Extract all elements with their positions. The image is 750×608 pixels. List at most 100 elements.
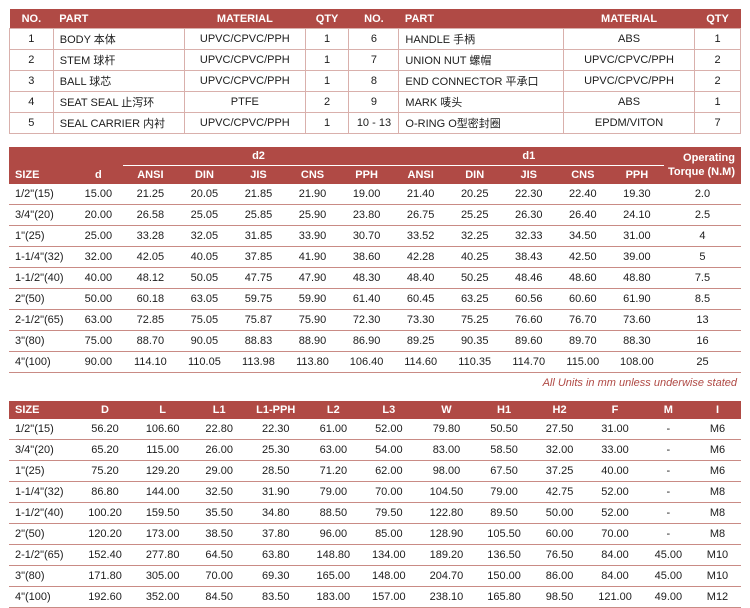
cell: 108.00 bbox=[609, 351, 664, 373]
cell: 204.70 bbox=[416, 565, 477, 587]
cell: 50.00 bbox=[531, 502, 588, 524]
column-header: CNS bbox=[555, 165, 610, 184]
cell: 88.70 bbox=[123, 330, 178, 352]
column-header: DIN bbox=[447, 165, 502, 184]
cell: 48.60 bbox=[555, 267, 610, 289]
spec-row: 1-1/2"(40) 100.20 159.50 35.50 34.80 88.50 79.… bbox=[9, 502, 741, 524]
cell: 52.00 bbox=[361, 419, 417, 440]
cell: 71.20 bbox=[305, 460, 362, 482]
cell: 192.60 bbox=[77, 586, 133, 608]
spec-row: 1-1/4"(32) 86.80 144.00 32.50 31.90 79.00 70.0… bbox=[9, 481, 741, 503]
cell: 25.05 bbox=[177, 204, 232, 226]
cell: 31.00 bbox=[609, 225, 664, 247]
cell: 4 bbox=[9, 91, 54, 113]
cell: 73.60 bbox=[609, 309, 664, 331]
column-header: PPH bbox=[339, 165, 394, 184]
cell: MARK 唛头 bbox=[398, 91, 564, 113]
cell: 19.30 bbox=[609, 184, 664, 205]
cell: 88.50 bbox=[305, 502, 362, 524]
cell: 61.00 bbox=[305, 419, 362, 440]
cell: 1 bbox=[694, 91, 741, 113]
cell: 2 bbox=[304, 91, 350, 113]
cell: 21.85 bbox=[231, 184, 286, 205]
cell: STEM 球杆 bbox=[52, 49, 185, 71]
cell: 34.50 bbox=[555, 225, 610, 247]
cell: 32.00 bbox=[73, 246, 124, 268]
dimension-row: 4"(100) 90.00 114.10 110.05 113.98 113.80 106.… bbox=[9, 351, 741, 373]
cell: 84.00 bbox=[587, 544, 643, 566]
cell: M6 bbox=[693, 460, 741, 482]
cell: 26.30 bbox=[501, 204, 556, 226]
cell: 152.40 bbox=[77, 544, 133, 566]
cell: 1"(25) bbox=[9, 460, 78, 482]
cell: 58.50 bbox=[476, 439, 532, 461]
cell: 1-1/2"(40) bbox=[9, 502, 78, 524]
operating-torque-header: Operating Torque (N.M) bbox=[663, 147, 741, 184]
cell: 100.20 bbox=[77, 502, 133, 524]
cell: 31.85 bbox=[231, 225, 286, 247]
cell: END CONNECTOR 平承口 bbox=[398, 70, 564, 92]
cell: 4"(100) bbox=[9, 351, 74, 373]
dimension-row: 2-1/2"(65) 63.00 72.85 75.05 75.87 75.90 72.30… bbox=[9, 309, 741, 331]
cell: 1 bbox=[9, 28, 54, 50]
cell: 42.75 bbox=[531, 481, 588, 503]
cell: 65.20 bbox=[77, 439, 133, 461]
cell: 183.00 bbox=[305, 586, 362, 608]
column-header: M bbox=[642, 401, 694, 419]
column-header: d bbox=[73, 165, 124, 184]
cell: UPVC/CPVC/PPH bbox=[183, 28, 306, 50]
cell: SEAL CARRIER 内衬 bbox=[52, 112, 185, 134]
cell: UPVC/CPVC/PPH bbox=[183, 49, 306, 71]
column-header: PART bbox=[53, 9, 185, 29]
cell: 22.80 bbox=[192, 419, 246, 440]
cell: 38.43 bbox=[501, 246, 556, 268]
cell: M12 bbox=[693, 586, 741, 608]
cell: 86.00 bbox=[531, 565, 588, 587]
cell: 5 bbox=[9, 112, 54, 134]
cell: 64.50 bbox=[192, 544, 246, 566]
dimension-row: 1/2"(15) 15.00 21.25 20.05 21.85 21.90 19.00 21… bbox=[9, 184, 741, 205]
cell: 129.20 bbox=[132, 460, 193, 482]
cell: 60.45 bbox=[393, 288, 448, 310]
cell: 75.87 bbox=[231, 309, 286, 331]
column-header: ANSI bbox=[123, 165, 178, 184]
cell: M10 bbox=[693, 544, 741, 566]
column-header: QTY bbox=[305, 9, 349, 29]
cell: 20.00 bbox=[73, 204, 124, 226]
cell: 72.85 bbox=[123, 309, 178, 331]
cell: 114.10 bbox=[123, 351, 178, 373]
cell: 40.25 bbox=[447, 246, 502, 268]
cell: 13 bbox=[663, 309, 741, 331]
cell: 47.90 bbox=[285, 267, 340, 289]
cell: EPDM/VITON bbox=[562, 112, 696, 134]
cell: HANDLE 手柄 bbox=[398, 28, 564, 50]
cell: 26.00 bbox=[192, 439, 246, 461]
cell: - bbox=[642, 481, 694, 503]
cell: 60.56 bbox=[501, 288, 556, 310]
cell: 25.30 bbox=[245, 439, 306, 461]
cell: 76.50 bbox=[531, 544, 588, 566]
cell: 37.25 bbox=[531, 460, 588, 482]
cell: 25.85 bbox=[231, 204, 286, 226]
column-header: SIZE bbox=[9, 165, 74, 184]
cell: 136.50 bbox=[476, 544, 532, 566]
cell: M6 bbox=[693, 439, 741, 461]
cell: 148.00 bbox=[361, 565, 417, 587]
parts-table: NO. PART MATERIAL QTY NO. PART MATERIAL QTY 1 BOD… bbox=[9, 9, 741, 134]
cell: 27.50 bbox=[531, 419, 588, 440]
cell: 88.30 bbox=[609, 330, 664, 352]
cell: 33.90 bbox=[285, 225, 340, 247]
cell: 159.50 bbox=[132, 502, 193, 524]
cell: 54.00 bbox=[361, 439, 417, 461]
cell: 5 bbox=[663, 246, 741, 268]
dimension-row: 1"(25) 25.00 33.28 32.05 31.85 33.90 30.70 33.5… bbox=[9, 225, 741, 247]
column-header: QTY bbox=[694, 9, 741, 29]
cell: 1/2"(15) bbox=[9, 419, 78, 440]
cell: 106.60 bbox=[132, 419, 193, 440]
cell: 21.90 bbox=[285, 184, 340, 205]
cell: 114.70 bbox=[501, 351, 556, 373]
spec-row: 1/2"(15) 56.20 106.60 22.80 22.30 61.00 52.00 7… bbox=[9, 419, 741, 440]
cell: 56.20 bbox=[77, 419, 133, 440]
cell: 83.00 bbox=[416, 439, 477, 461]
